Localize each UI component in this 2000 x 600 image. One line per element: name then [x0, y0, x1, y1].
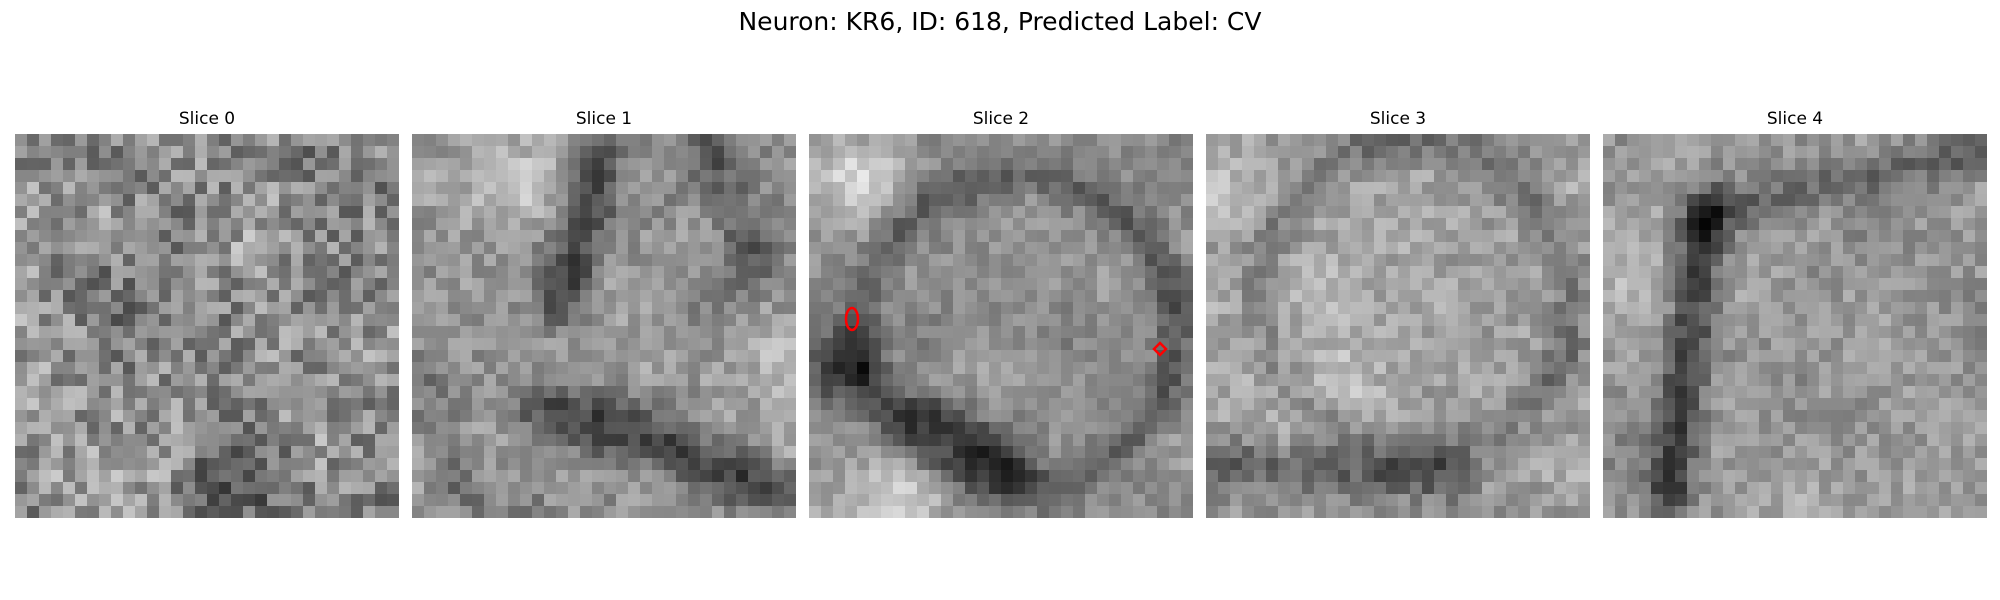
slice-image-3: [1206, 134, 1590, 518]
slice-image-0: [15, 134, 399, 518]
slice-title-1: Slice 1: [575, 109, 633, 129]
slice-image-1: [412, 134, 796, 518]
slice-panel-0: Slice 0: [15, 108, 399, 518]
slice-title-3: Slice 3: [1369, 109, 1427, 129]
slice-panel-1: Slice 1: [412, 108, 796, 518]
slice-panel-3: Slice 3: [1206, 108, 1590, 518]
slice-image-4: [1603, 134, 1987, 518]
slice-image-2: [809, 134, 1193, 518]
figure-title: Neuron: KR6, ID: 618, Predicted Label: C…: [738, 7, 1262, 36]
slice-title-4: Slice 4: [1766, 109, 1824, 129]
slice-title-0: Slice 0: [178, 109, 236, 129]
slice-panel-4: Slice 4: [1603, 108, 1987, 518]
slice-panel-2: Slice 2: [809, 108, 1193, 518]
slice-title-2: Slice 2: [972, 109, 1030, 129]
